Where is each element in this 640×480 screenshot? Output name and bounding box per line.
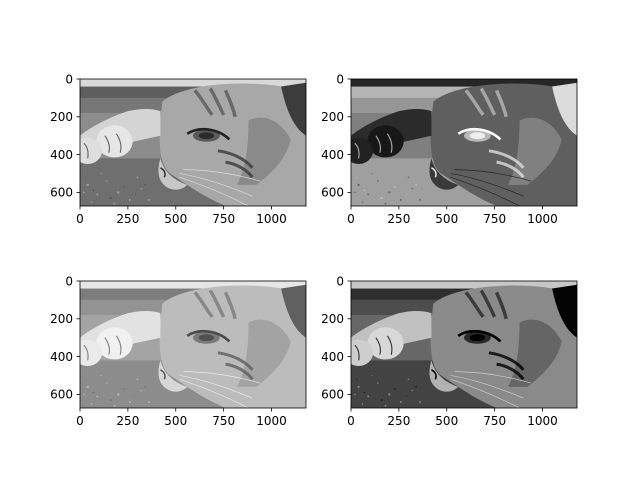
x-tick-label: 250: [116, 414, 139, 428]
axes-frame: [350, 78, 578, 207]
y-tick-label: 0: [65, 72, 73, 86]
axes-frame: [350, 280, 578, 409]
panel-edge-enhanced-negative: 0 250 500 750 1000 0 200 400 600: [321, 72, 578, 226]
y-tick-label: 600: [50, 186, 73, 200]
y-tick-label: 0: [65, 274, 73, 288]
y-tick-label: 600: [50, 388, 73, 402]
x-tick-label: 500: [164, 414, 187, 428]
x-tick-label: 750: [483, 212, 506, 226]
x-tick-label: 750: [483, 414, 506, 428]
x-tick-label: 250: [116, 212, 139, 226]
x-tick-label: 0: [347, 414, 355, 428]
axes-frame: [79, 78, 307, 207]
x-tick-label: 250: [387, 414, 410, 428]
y-tick-label: 400: [321, 148, 344, 162]
y-tick-label: 200: [321, 110, 344, 124]
x-tick-label: 500: [164, 212, 187, 226]
x-tick-label: 1000: [256, 212, 287, 226]
panel-original-grayscale: 0 250 500 750 1000 0 200 400 600: [50, 72, 307, 226]
x-tick-label: 0: [76, 414, 84, 428]
panel-image: [80, 281, 306, 408]
y-tick-label: 200: [50, 312, 73, 326]
x-tick-label: 0: [347, 212, 355, 226]
y-tick-label: 200: [50, 110, 73, 124]
axes-frame: [79, 280, 307, 409]
x-tick-label: 1000: [256, 414, 287, 428]
panel-image: [80, 79, 306, 206]
panel-brightened: 0 250 500 750 1000 0 200 400 600: [50, 274, 307, 428]
y-tick-label: 0: [336, 72, 344, 86]
x-tick-label: 500: [435, 414, 458, 428]
y-tick-label: 400: [321, 350, 344, 364]
panel-darkened-high-contrast: 0 250 500 750 1000 0 200 400 600: [321, 274, 578, 428]
x-tick-label: 250: [387, 212, 410, 226]
y-tick-label: 600: [321, 388, 344, 402]
x-tick-label: 1000: [527, 414, 558, 428]
x-tick-label: 1000: [527, 212, 558, 226]
panel-image: [351, 281, 577, 408]
x-tick-label: 0: [76, 212, 84, 226]
y-tick-label: 200: [321, 312, 344, 326]
x-tick-label: 750: [212, 414, 235, 428]
y-tick-label: 400: [50, 148, 73, 162]
x-tick-label: 750: [212, 212, 235, 226]
y-tick-label: 600: [321, 186, 344, 200]
x-tick-label: 500: [435, 212, 458, 226]
panel-image: [351, 79, 577, 206]
y-tick-label: 400: [50, 350, 73, 364]
y-tick-label: 0: [336, 274, 344, 288]
